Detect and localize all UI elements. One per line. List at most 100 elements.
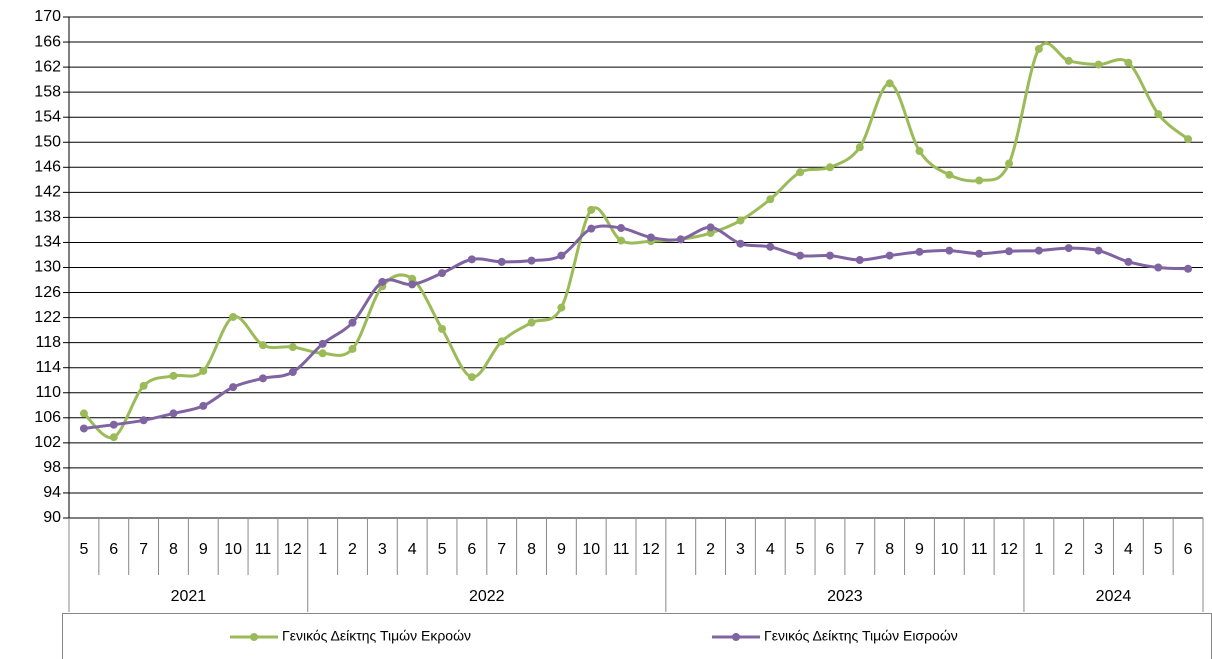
x-tick-label: 9: [915, 541, 924, 558]
data-point: [348, 318, 357, 327]
data-point: [348, 344, 357, 353]
x-tick-label: 1: [676, 541, 685, 558]
data-point: [408, 280, 417, 289]
data-point: [617, 236, 626, 245]
x-tick-label: 8: [169, 541, 178, 558]
data-point: [288, 343, 297, 352]
data-point: [766, 195, 775, 204]
data-point: [945, 170, 954, 179]
data-point: [1124, 257, 1133, 266]
data-point: [258, 341, 267, 350]
y-tick-label: 118: [35, 334, 61, 351]
data-point: [467, 255, 476, 264]
data-point: [79, 424, 88, 433]
legend-label: Γενικός Δείκτης Τιμών Εκροών: [282, 628, 471, 644]
y-tick-label: 142: [34, 184, 61, 201]
data-point: [736, 216, 745, 225]
data-point: [1034, 44, 1043, 53]
x-tick-label: 12: [1000, 541, 1018, 558]
x-tick-label: 4: [408, 541, 417, 558]
x-tick-label: 3: [378, 541, 387, 558]
data-point: [1064, 56, 1073, 65]
data-point: [79, 409, 88, 418]
x-tick-label: 5: [79, 541, 88, 558]
x-tick-label: 5: [438, 541, 447, 558]
data-point: [288, 368, 297, 377]
y-tick-label: 114: [35, 359, 61, 376]
data-point: [975, 249, 984, 258]
x-tick-label: 2: [706, 541, 715, 558]
data-point: [1005, 247, 1014, 256]
y-tick-label: 166: [34, 33, 61, 50]
x-tick-label: 11: [613, 541, 630, 558]
x-tick-label: 3: [736, 541, 745, 558]
x-tick-label: 12: [642, 541, 660, 558]
x-tick-label: 3: [1094, 541, 1103, 558]
x-tick-label: 7: [139, 541, 148, 558]
year-label: 2022: [469, 588, 505, 605]
y-tick-label: 122: [34, 309, 61, 326]
y-tick-label: 170: [34, 8, 61, 25]
x-tick-label: 5: [796, 541, 805, 558]
data-point: [139, 381, 148, 390]
x-tick-label: 8: [527, 541, 536, 558]
x-tick-label: 9: [557, 541, 566, 558]
data-point: [1064, 244, 1073, 253]
x-tick-label: 6: [467, 541, 476, 558]
data-point: [258, 374, 267, 383]
x-tick-label: 10: [224, 541, 242, 558]
x-tick-label: 4: [1124, 541, 1133, 558]
year-label: 2021: [171, 588, 207, 605]
x-tick-label: 6: [1184, 541, 1193, 558]
data-point: [467, 373, 476, 382]
data-point: [885, 79, 894, 88]
data-point: [527, 318, 536, 327]
data-point: [497, 337, 506, 346]
x-tick-label: 7: [497, 541, 506, 558]
x-tick-label: 1: [318, 541, 327, 558]
data-point: [557, 251, 566, 260]
data-point: [109, 433, 118, 442]
data-point: [1124, 58, 1133, 67]
x-tick-label: 2: [1064, 541, 1073, 558]
data-point: [915, 147, 924, 156]
data-point: [825, 251, 834, 260]
data-point: [318, 349, 327, 358]
data-point: [855, 143, 864, 152]
data-point: [1005, 159, 1014, 168]
data-point: [557, 303, 566, 312]
data-point: [199, 366, 208, 375]
data-point: [408, 274, 417, 283]
data-point: [378, 277, 387, 286]
year-label: 2024: [1096, 588, 1132, 605]
x-tick-label: 6: [109, 541, 118, 558]
x-tick-label: 10: [582, 541, 600, 558]
y-tick-label: 154: [34, 108, 61, 125]
data-point: [1094, 60, 1103, 69]
x-tick-label: 11: [971, 541, 988, 558]
y-tick-label: 146: [34, 159, 61, 176]
data-point: [1184, 264, 1193, 273]
series-line: [82, 41, 1190, 440]
y-tick-label: 158: [34, 83, 61, 100]
x-tick-label: 4: [766, 541, 775, 558]
data-point: [587, 224, 596, 233]
data-point: [109, 420, 118, 429]
data-point: [796, 251, 805, 260]
data-point: [169, 371, 178, 380]
data-point: [646, 233, 655, 242]
y-tick-label: 130: [34, 259, 61, 276]
x-tick-label: 2: [348, 541, 357, 558]
data-point: [617, 224, 626, 233]
data-point: [527, 256, 536, 265]
data-point: [587, 205, 596, 214]
y-tick-label: 94: [43, 484, 61, 501]
data-point: [1154, 110, 1163, 119]
data-point: [229, 312, 238, 321]
data-point: [945, 246, 954, 255]
legend-label: Γενικός Δείκτης Τιμών Εισροών: [764, 628, 958, 644]
x-tick-label: 12: [284, 541, 302, 558]
y-tick-label: 150: [34, 133, 61, 150]
y-tick-label: 90: [43, 509, 61, 526]
